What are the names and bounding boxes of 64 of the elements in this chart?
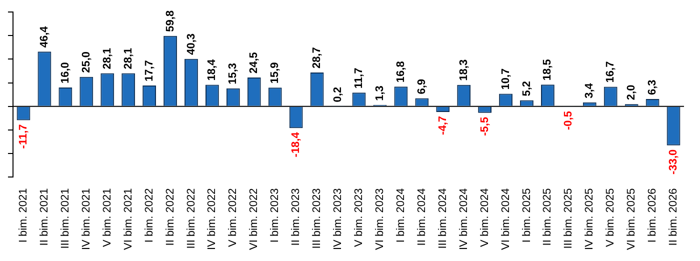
x-tick-label: II bim. 2026 <box>668 188 680 246</box>
data-label: 10,7 <box>500 68 512 90</box>
data-label: 15,9 <box>269 62 282 84</box>
data-label: 18,4 <box>206 58 218 81</box>
x-tick-label: II bim. 2022 <box>164 188 176 246</box>
x-tick-label: VI bim. 2023 <box>374 188 386 250</box>
data-label: 6,9 <box>416 78 428 94</box>
x-tick-label: III bim. 2025 <box>562 188 575 249</box>
x-tick-label: I bim. 2022 <box>143 188 156 243</box>
x-tick-label: III bim. 2024 <box>436 188 449 249</box>
x-tick-label: I bim. 2026 <box>646 188 659 243</box>
x-tick-label: V bim. 2023 <box>353 188 366 247</box>
x-tick-label: V bim. 2024 <box>478 188 491 247</box>
x-tick-label: VI bim. 2024 <box>500 188 512 250</box>
data-label: 25,0 <box>80 51 92 73</box>
x-tick-label: III bim. 2021 <box>59 188 72 249</box>
x-tick-label: I bim. 2023 <box>269 188 282 243</box>
data-label: 15,3 <box>227 62 240 84</box>
data-label: -11,7 <box>18 124 30 149</box>
data-label: 28,1 <box>122 48 134 70</box>
data-label: 24,5 <box>248 52 260 74</box>
data-label: 59,8 <box>164 10 176 32</box>
data-label: -4,7 <box>436 116 449 135</box>
data-label: -33,0 <box>668 149 680 174</box>
x-tick-label: I bim. 2021 <box>18 188 30 243</box>
x-tick-label: IV bim. 2024 <box>458 188 470 250</box>
x-tick-label: VI bim. 2022 <box>248 188 260 250</box>
data-label: 28,7 <box>311 47 324 69</box>
data-label: 40,3 <box>185 33 198 55</box>
data-label: 28,1 <box>101 48 114 70</box>
x-tick-label: III bim. 2022 <box>185 188 198 249</box>
data-label: 16,7 <box>604 61 617 83</box>
data-label: 0,2 <box>332 86 344 102</box>
x-tick-label: I bim. 2024 <box>394 188 407 243</box>
data-label: -0,5 <box>562 111 575 130</box>
data-label: 18,3 <box>458 59 470 81</box>
data-label: 3,4 <box>584 82 596 98</box>
x-tick-label: I bim. 2025 <box>520 188 533 243</box>
x-tick-label: IV bim. 2021 <box>80 188 92 250</box>
data-label: 46,4 <box>38 25 50 48</box>
x-tick-label: VI bim. 2021 <box>122 188 134 250</box>
data-label: -5,5 <box>478 116 491 136</box>
data-label: 16,0 <box>59 62 72 84</box>
data-label: 18,5 <box>542 59 554 81</box>
data-label: 17,7 <box>143 60 156 82</box>
x-tick-label: II bim. 2023 <box>290 188 302 246</box>
data-label: 16,8 <box>394 61 407 83</box>
data-label: 5,2 <box>520 80 533 96</box>
x-tick-label: VI bim. 2025 <box>626 188 638 250</box>
data-label: 6,3 <box>646 80 659 95</box>
x-tick-label: V bim. 2025 <box>604 188 617 247</box>
x-tick-label: III bim. 2023 <box>311 188 324 249</box>
data-label: -18,4 <box>290 131 302 158</box>
x-tick-label: II bim. 2024 <box>416 188 428 246</box>
x-tick-label: IV bim. 2023 <box>332 188 344 250</box>
data-label: 2,0 <box>626 84 638 100</box>
x-tick-label: II bim. 2021 <box>38 188 50 246</box>
x-tick-label: IV bim. 2025 <box>584 188 596 250</box>
x-tick-label: IV bim. 2022 <box>206 188 218 250</box>
x-tick-label: V bim. 2021 <box>101 188 114 247</box>
x-tick-label: II bim. 2025 <box>542 188 554 246</box>
x-tick-label: V bim. 2022 <box>227 188 240 247</box>
data-label: 11,7 <box>353 68 366 89</box>
data-label: 1,3 <box>374 86 386 101</box>
